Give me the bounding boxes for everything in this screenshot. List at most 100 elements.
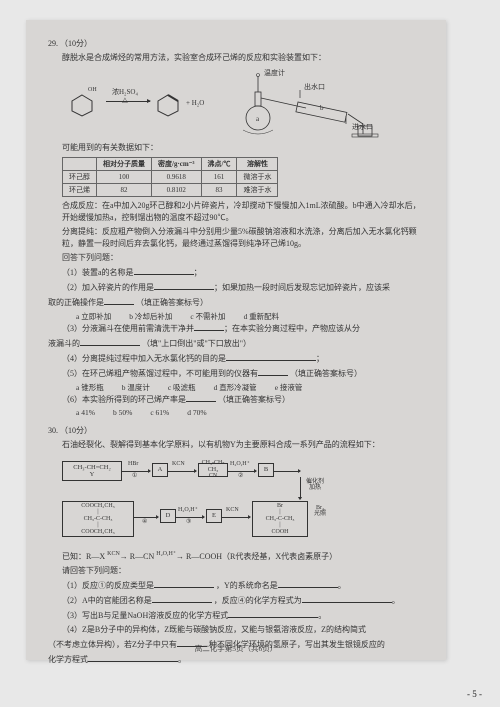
sub2-text: （2）A中的官能团名称是 xyxy=(62,596,152,605)
q29-points: （10分） xyxy=(60,39,92,48)
cell: 83 xyxy=(201,184,237,197)
blank xyxy=(80,337,140,346)
lbl-br2: Br₂ 光照 xyxy=(314,505,326,517)
sub5-hint: （填正确答案标号） xyxy=(290,369,362,378)
sub6-text: （6）本实验所得到的环己烯产率是 xyxy=(62,395,186,404)
blank xyxy=(154,579,214,588)
box-B: B xyxy=(258,463,274,477)
page-number: - 5 - xyxy=(467,689,482,699)
cell: 0.9618 xyxy=(152,171,202,184)
q30-sub4: （4）Z是B分子中的异构体，Z既能与碳酸钠反应，又能与银氨溶液反应，Z的结构简式 xyxy=(48,624,424,636)
box-Y: CH₃-CH=CH₂ Y xyxy=(62,461,122,481)
opt-d: d 重新配料 xyxy=(244,311,280,322)
opt-c: c 吸滤瓶 xyxy=(168,382,196,393)
given-s2: H₂O,H⁺ xyxy=(156,551,176,557)
period: 。 xyxy=(318,611,326,620)
lbl-cat: 催化剂 加热 xyxy=(306,479,324,491)
page-footer: 高二化学第5页（共6页） xyxy=(26,643,446,654)
svg-text:a: a xyxy=(256,115,260,123)
q30-intro: 石油经裂化、裂解得到基本化学原料，以有机物Y为主要原料合成一系列产品的流程如下： xyxy=(48,439,424,451)
reaction-scheme: OH 浓H₂SO₄ △ + H₂O xyxy=(62,79,222,127)
th-bp: 沸点/℃ xyxy=(201,158,237,171)
q30-sub4c: 化学方程式。 xyxy=(48,653,424,666)
opt-b: b 50% xyxy=(113,408,132,417)
period: 。 xyxy=(338,581,346,590)
q29-number: 29. xyxy=(48,39,58,48)
q29-sub6: （6）本实验所得到的环己烯产率是 （填正确答案标号） xyxy=(48,393,424,406)
box-C: COOCH₂CH₃ | CH₃-C-CH₃ | COOCH₂CH₃ xyxy=(62,501,134,537)
given-s1: KCN xyxy=(107,551,120,557)
procedure-2: 分离提纯：反应粗产物倒入分液漏斗中分别用少量5%碳酸钠溶液和水洗涤，分离后加入无… xyxy=(48,226,424,250)
box-Z: Br | CH₃-C-CH₃ | COOH xyxy=(252,501,308,537)
data-table: 相对分子质量 密度/g·cm⁻³ 沸点/℃ 溶解性 环己醇 100 0.9618… xyxy=(62,157,278,197)
svg-text:b: b xyxy=(320,104,324,112)
product-water: + H₂O xyxy=(186,99,204,107)
sub2-hint: （填正确答案标号） xyxy=(136,298,208,307)
q30-answer-intro: 请回答下列问题： xyxy=(48,565,424,577)
reagent-bottom: △ xyxy=(122,96,127,104)
lbl-hbr: HBr xyxy=(128,461,138,467)
lbl-h2o: H₂O,H⁺ xyxy=(230,461,250,467)
cell: 微溶于水 xyxy=(237,171,278,184)
exam-page: 29. （10分） 醇脱水是合成烯烃的常用方法，实验室合成环己烯的反应和实验装置… xyxy=(26,20,446,660)
blank xyxy=(104,296,134,305)
sub2-mid: ；如果加热一段时间后发现忘记加碎瓷片，应该采 xyxy=(214,283,390,292)
blank xyxy=(278,579,338,588)
box-cn: CH₃-CH-CH₃CN xyxy=(198,463,228,477)
q29-sub1: （1）装置a的名称是 ； xyxy=(48,266,424,279)
water-out-label: 出水口 xyxy=(304,82,325,92)
sub1-text: （1）装置a的名称是 xyxy=(62,268,134,277)
opt-d: d 直形冷凝管 xyxy=(214,382,257,393)
arrow-r xyxy=(274,471,300,472)
opt-c: c 61% xyxy=(150,408,169,417)
arrow-5 xyxy=(176,517,204,518)
sub3-mid: ；在本实验分离过程中，产物应该从分 xyxy=(224,324,360,333)
cell: 环己烯 xyxy=(63,184,97,197)
q29-sub4: （4）分离提纯过程中加入无水氯化钙的目的是； xyxy=(48,352,424,365)
cell: 161 xyxy=(201,171,237,184)
th-sol: 溶解性 xyxy=(237,158,278,171)
sub4-end: 化学方程式 xyxy=(48,655,88,664)
arrow-down xyxy=(300,477,301,499)
sub5-text: （5）在环己烯粗产物蒸馏过程中，不可能用到的仪器有 xyxy=(62,369,258,378)
q29-intro: 醇脱水是合成烯烃的常用方法，实验室合成环己烯的反应和实验装置如下： xyxy=(48,52,424,64)
opt-d: d 70% xyxy=(187,408,206,417)
oh-label: OH xyxy=(88,87,97,93)
table-row: 环己醇 100 0.9618 161 微溶于水 xyxy=(63,171,278,184)
blank xyxy=(228,609,318,618)
arrow-2 xyxy=(168,471,196,472)
opt-e: e 接液管 xyxy=(275,382,303,393)
blank xyxy=(302,594,392,603)
sub3-hint: （填"上口倒出"或"下口放出"） xyxy=(142,339,251,348)
opt-a: a 锥形瓶 xyxy=(76,382,104,393)
blank xyxy=(186,393,216,402)
arrow-3 xyxy=(228,471,256,472)
table-row: 环己烯 82 0.8102 83 难溶于水 xyxy=(63,184,278,197)
q29-sub3b: 液漏斗的 （填"上口倒出"或"下口放出"） xyxy=(48,337,424,350)
sub6-hint: （填正确答案标号） xyxy=(218,395,290,404)
semi: ； xyxy=(194,268,202,277)
reagent-label: 浓H₂SO₄ △ xyxy=(112,89,138,104)
opt-b: b 温度计 xyxy=(122,382,150,393)
sub1-mid: ，Y的系统命名是 xyxy=(216,581,278,590)
sub2-mid: ，反应④的化学方程式为 xyxy=(214,596,302,605)
box-E: E xyxy=(206,509,222,523)
semi: ； xyxy=(316,354,324,363)
sub3-end: 液漏斗的 xyxy=(48,339,80,348)
question-29: 29. （10分） 醇脱水是合成烯烃的常用方法，实验室合成环己烯的反应和实验装置… xyxy=(48,38,424,417)
opt-a: a 立即补加 xyxy=(76,311,111,322)
q29-sub5: （5）在环己烯粗产物蒸馏过程中，不可能用到的仪器有 （填正确答案标号） xyxy=(48,367,424,380)
cell: 100 xyxy=(97,171,152,184)
th-mw: 相对分子质量 xyxy=(97,158,152,171)
q30-points: （10分） xyxy=(60,426,92,435)
opt-a: a 41% xyxy=(76,408,95,417)
period: 。 xyxy=(392,596,400,605)
blank xyxy=(226,352,316,361)
sub2-text: （2）加入碎瓷片的作用是 xyxy=(62,283,154,292)
thermometer-label: 温度计 xyxy=(264,68,285,78)
table-header-row: 相对分子质量 密度/g·cm⁻³ 沸点/℃ 溶解性 xyxy=(63,158,278,171)
procedure-1: 合成反应：在a中加入20g环己醇和2小片碎瓷片，冷却搅动下慢慢加入1mL浓硫酸。… xyxy=(48,200,424,224)
cell: 0.8102 xyxy=(152,184,202,197)
box-A: A xyxy=(152,463,168,477)
q29-figure-row: OH 浓H₂SO₄ △ + H₂O a xyxy=(62,68,424,138)
